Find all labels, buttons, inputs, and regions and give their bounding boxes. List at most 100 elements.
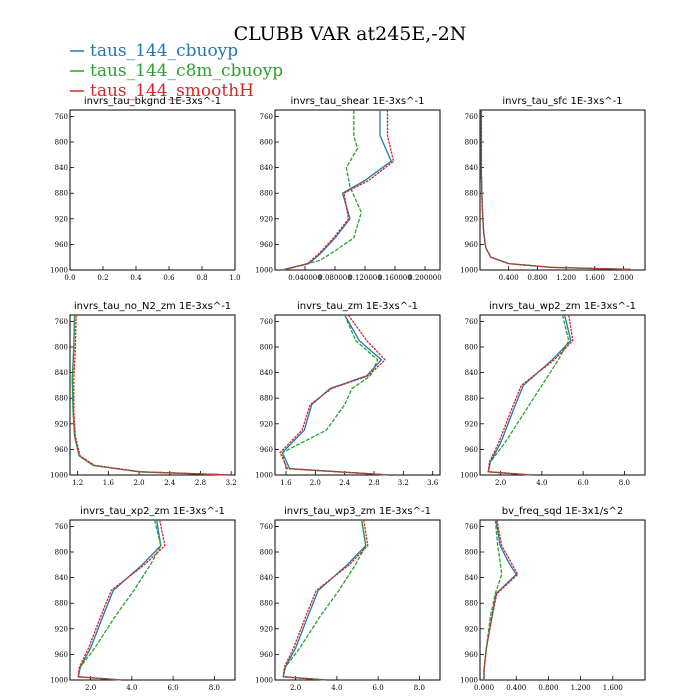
x-tick-label: 0.000 [474,684,494,692]
x-tick-label: 2.8 [195,479,206,487]
panel-invrs_tau_sfc: invrs_tau_sfc 1E-3xs^-1 760 800 840 880 920 96… [460,96,646,282]
x-tick-label: 0.080000 [318,274,351,282]
y-tick-label: 960 [465,446,478,454]
y-tick-label: 1000 [460,267,478,275]
y-tick-label: 1000 [50,472,68,480]
series-line-taus_144_smoothH [282,110,395,271]
series-line-taus_144_cbuoyp [281,314,389,476]
y-tick-label: 880 [55,600,68,608]
plot-frame [274,109,441,271]
y-tick-label: 960 [465,651,478,659]
x-tick-label: 2.4 [164,479,176,487]
y-tick-label: 880 [260,600,273,608]
panel-invrs_tau_zm: invrs_tau_zm 1E-3xs^-1 760 800 840 880 920 960… [255,301,441,487]
y-tick-label: 1000 [255,472,273,480]
y-tick-label: 840 [465,164,478,172]
x-tick-label: 0.2 [97,274,108,282]
x-tick-label: 6.0 [578,479,589,487]
y-tick-label: 880 [465,600,478,608]
y-tick-label: 1000 [255,267,273,275]
series-line-taus_144_c8m_cbuoyp [480,110,631,271]
legend-item: taus_144_cbuoyp [90,41,238,61]
panel-title: invrs_tau_bkgnd 1E-3xs^-1 [84,96,221,107]
y-tick-label: 840 [260,369,273,377]
series-line-taus_144_smoothH [282,519,369,681]
series-line-taus_144_c8m_cbuoyp [483,519,503,680]
plot-frame [479,519,646,681]
y-tick-label: 760 [260,318,273,326]
x-tick-label: 1.600 [585,274,605,282]
x-tick-label: 2.8 [368,479,379,487]
series-line-taus_144_c8m_cbuoyp [281,314,389,476]
x-tick-label: 0.800 [538,684,558,692]
y-tick-label: 920 [55,215,68,223]
panel-invrs_tau_wp2_zm: invrs_tau_wp2_zm 1E-3xs^-1 760 800 840 880 92… [460,301,646,487]
series-line-taus_144_c8m_cbuoyp [487,314,570,476]
y-tick-label: 960 [465,241,478,249]
panel-invrs_tau_bkgnd: invrs_tau_bkgnd 1E-3xs^-1 760 800 840 880 920… [50,96,240,282]
series-line-taus_144_smoothH [487,314,574,476]
series-line-taus_144_smoothH [483,519,519,680]
y-tick-label: 840 [260,574,273,582]
figure-title: CLUBB VAR at245E,-2N [234,23,467,45]
y-tick-label: 960 [55,446,68,454]
series-line-taus_144_cbuoyp [483,519,518,680]
panel-title: invrs_tau_no_N2_zm 1E-3xs^-1 [74,301,231,312]
y-tick-label: 920 [260,625,273,633]
y-tick-label: 920 [55,420,68,428]
y-tick-label: 960 [55,241,68,249]
x-tick-label: 1.200 [556,274,576,282]
x-tick-label: 0.120000 [348,274,381,282]
x-tick-label: 3.2 [398,479,409,487]
panel-title: bv_freq_sqd 1E-3x1/s^2 [502,506,624,517]
legend-item: taus_144_smoothH [90,81,254,101]
series-line-taus_144_cbuoyp [282,110,393,271]
plot-frame [69,519,236,681]
x-tick-label: 0.200000 [408,274,441,282]
panel-title: invrs_tau_wp2_zm 1E-3xs^-1 [489,301,636,312]
panel-title: invrs_tau_xp2_zm 1E-3xs^-1 [80,506,225,517]
y-tick-label: 800 [465,139,478,147]
y-tick-label: 760 [55,113,68,121]
series-line-taus_144_cbuoyp [487,314,572,476]
y-tick-label: 840 [55,164,68,172]
y-tick-label: 760 [465,113,478,121]
x-tick-label: 0.800 [527,274,547,282]
x-tick-label: 0.040000 [288,274,321,282]
x-tick-label: 3.6 [427,479,439,487]
x-tick-label: 0.8 [196,274,207,282]
x-tick-label: 8.0 [209,684,220,692]
plot-frame [479,314,646,476]
y-tick-label: 800 [260,139,273,147]
y-tick-label: 800 [260,344,273,352]
y-tick-label: 1000 [460,472,478,480]
y-tick-label: 760 [260,113,273,121]
series-line-taus_144_c8m_cbuoyp [282,519,367,681]
y-tick-label: 800 [465,344,478,352]
y-tick-label: 840 [55,574,68,582]
y-tick-label: 1000 [255,677,273,685]
plot-frame [274,519,441,681]
panel-invrs_tau_wp3_zm: invrs_tau_wp3_zm 1E-3xs^-1 760 800 840 880 92… [255,506,441,692]
x-tick-label: 4.0 [536,479,547,487]
x-tick-label: 6.0 [168,684,179,692]
x-tick-label: 3.2 [226,479,237,487]
y-tick-label: 840 [260,164,273,172]
series-line-taus_144_cbuoyp [71,314,232,476]
x-tick-label: 1.0 [229,274,240,282]
plot-frame [69,109,236,271]
panel-title: invrs_tau_shear 1E-3xs^-1 [291,96,425,107]
panel-title: invrs_tau_wp3_zm 1E-3xs^-1 [284,506,431,517]
y-tick-label: 920 [465,625,478,633]
series-line-taus_144_c8m_cbuoyp [77,519,162,681]
y-tick-label: 880 [260,395,273,403]
y-tick-label: 1000 [50,677,68,685]
x-tick-label: 4.0 [126,684,137,692]
x-tick-label: 6.0 [373,684,384,692]
plot-frame [479,109,646,271]
series-line-taus_144_smoothH [279,314,389,476]
series-line-taus_144_cbuoyp [480,110,631,271]
x-tick-label: 0.400 [499,274,519,282]
panels: invrs_tau_bkgnd 1E-3xs^-1 760 800 840 880 920… [50,96,646,692]
